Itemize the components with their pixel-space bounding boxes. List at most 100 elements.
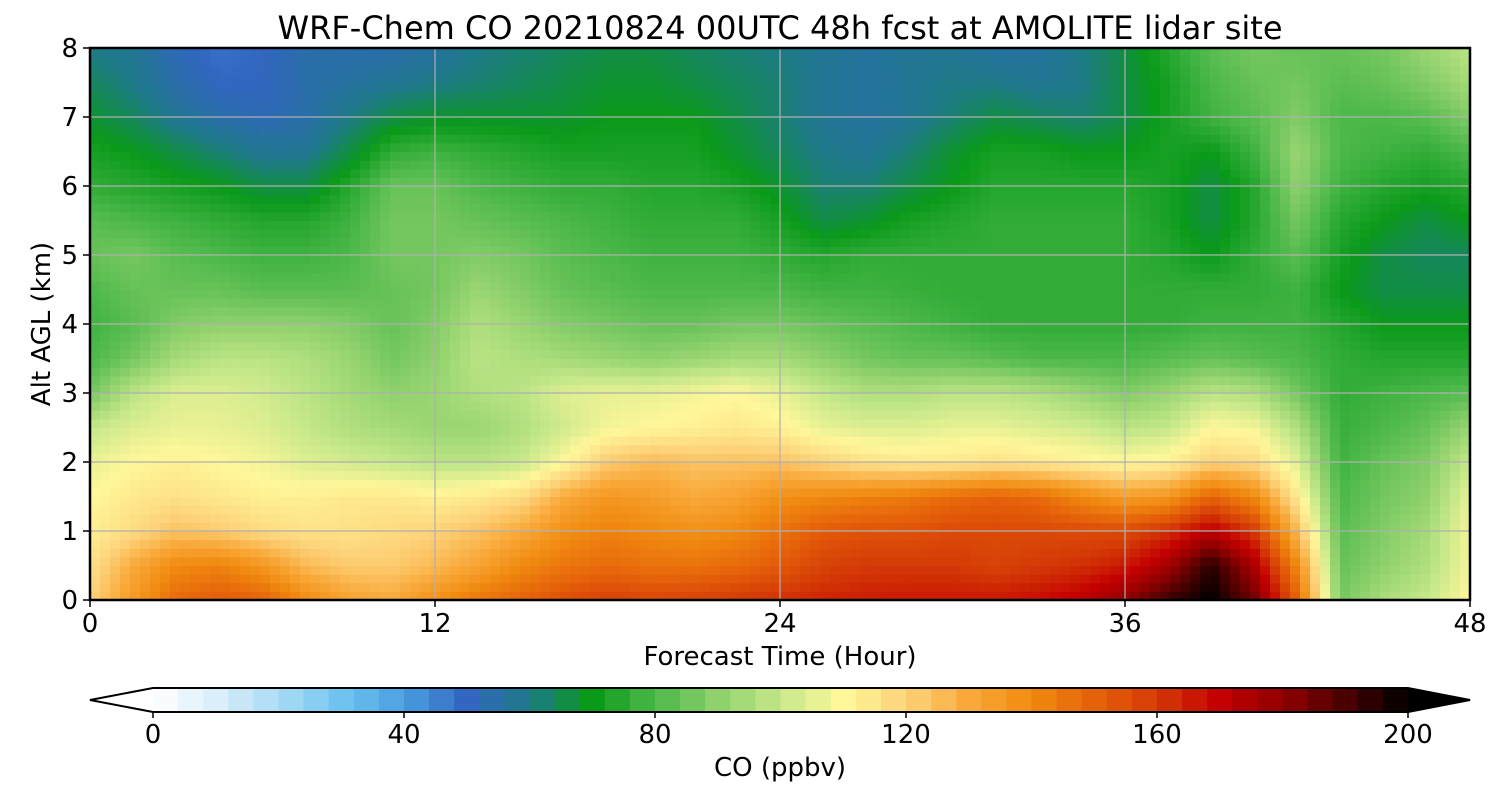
heatmap-cell: [660, 505, 671, 515]
heatmap-cell: [1080, 513, 1091, 523]
heatmap-cell: [500, 479, 511, 489]
heatmap-cell: [880, 324, 891, 334]
heatmap-cell: [400, 289, 411, 299]
heatmap-cell: [650, 289, 661, 299]
heatmap-cell: [140, 436, 151, 446]
heatmap-cell: [980, 444, 991, 454]
heatmap-cell: [260, 324, 271, 334]
heatmap-cell: [340, 332, 351, 342]
heatmap-cell: [610, 574, 621, 584]
heatmap-cell: [1250, 332, 1261, 342]
heatmap-cell: [1130, 427, 1141, 437]
heatmap-cell: [300, 574, 311, 584]
heatmap-cell: [700, 358, 711, 368]
heatmap-cell: [260, 539, 271, 549]
heatmap-cell: [760, 427, 771, 437]
heatmap-cell: [1050, 401, 1061, 411]
heatmap-cell: [490, 332, 501, 342]
heatmap-cell: [1430, 522, 1441, 532]
heatmap-cell: [1260, 298, 1271, 308]
heatmap-cell: [510, 462, 521, 472]
heatmap-cell: [730, 522, 741, 532]
heatmap-cell: [100, 280, 111, 291]
heatmap-cell: [1370, 436, 1381, 446]
heatmap-cell: [190, 582, 201, 592]
heatmap-cell: [580, 358, 591, 368]
heatmap-cell: [140, 315, 151, 325]
heatmap-cell: [1360, 556, 1371, 567]
heatmap-cell: [1010, 367, 1021, 377]
heatmap-cell: [1050, 496, 1061, 506]
heatmap-cell: [870, 479, 881, 489]
heatmap-cell: [1220, 332, 1231, 342]
heatmap-cell: [630, 384, 641, 394]
heatmap-cell: [990, 375, 1001, 385]
heatmap-cell: [1460, 505, 1470, 515]
heatmap-cell: [180, 453, 191, 463]
heatmap-cell: [1430, 574, 1441, 584]
heatmap-cell: [1230, 324, 1241, 334]
heatmap-cell: [1110, 556, 1121, 567]
heatmap-cell: [510, 444, 521, 454]
heatmap-cell: [320, 315, 331, 325]
heatmap-cell: [660, 513, 671, 523]
heatmap-cell: [1240, 289, 1251, 299]
heatmap-cell: [270, 306, 281, 316]
heatmap-cell: [450, 565, 461, 575]
heatmap-cell: [460, 315, 471, 325]
heatmap-cell: [550, 548, 561, 558]
heatmap-cell: [1300, 487, 1311, 498]
heatmap-cell: [550, 462, 561, 472]
heatmap-cell: [1250, 375, 1261, 385]
heatmap-cell: [550, 349, 561, 360]
heatmap-cell: [780, 332, 791, 342]
heatmap-cell: [1440, 582, 1451, 592]
heatmap-cell: [1390, 384, 1401, 394]
heatmap-cell: [700, 401, 711, 411]
heatmap-cell: [90, 341, 101, 351]
heatmap-cell: [1370, 298, 1381, 308]
heatmap-cell: [180, 289, 191, 299]
heatmap-cell: [810, 453, 821, 463]
heatmap-cell: [260, 453, 271, 463]
heatmap-cell: [1140, 487, 1151, 498]
heatmap-cell: [1440, 375, 1451, 385]
heatmap-cell: [940, 401, 951, 411]
heatmap-cell: [1440, 513, 1451, 523]
heatmap-cell: [1090, 298, 1101, 308]
heatmap-cell: [1300, 505, 1311, 515]
heatmap-cell: [1300, 436, 1311, 446]
heatmap-cell: [1360, 401, 1371, 411]
heatmap-cell: [1040, 289, 1051, 299]
heatmap-cell: [340, 401, 351, 411]
heatmap-cell: [770, 384, 781, 394]
heatmap-cell: [1160, 332, 1171, 342]
heatmap-cell: [240, 367, 251, 377]
heatmap-cell: [540, 531, 551, 541]
heatmap-cell: [1320, 401, 1331, 411]
heatmap-cell: [800, 324, 811, 334]
heatmap-cell: [1400, 393, 1411, 403]
heatmap-cell: [120, 539, 131, 549]
heatmap-cell: [970, 556, 981, 567]
heatmap-cell: [1000, 444, 1011, 454]
heatmap-cell: [570, 522, 581, 532]
heatmap-cell: [280, 574, 291, 584]
heatmap-cell: [840, 332, 851, 342]
heatmap-cell: [680, 349, 691, 360]
heatmap-cell: [630, 496, 641, 506]
heatmap-cell: [1440, 358, 1451, 368]
heatmap-cell: [790, 556, 801, 567]
heatmap-cell: [170, 522, 181, 532]
heatmap-cell: [1260, 574, 1271, 584]
heatmap-cell: [940, 591, 951, 600]
heatmap-cell: [560, 470, 571, 480]
heatmap-cell: [1050, 487, 1061, 498]
heatmap-cell: [1250, 556, 1261, 567]
heatmap-cell: [1030, 556, 1041, 567]
heatmap-cell: [260, 462, 271, 472]
heatmap-cell: [460, 470, 471, 480]
heatmap-cell: [330, 496, 341, 506]
heatmap-cell: [610, 315, 621, 325]
heatmap-cell: [640, 444, 651, 454]
